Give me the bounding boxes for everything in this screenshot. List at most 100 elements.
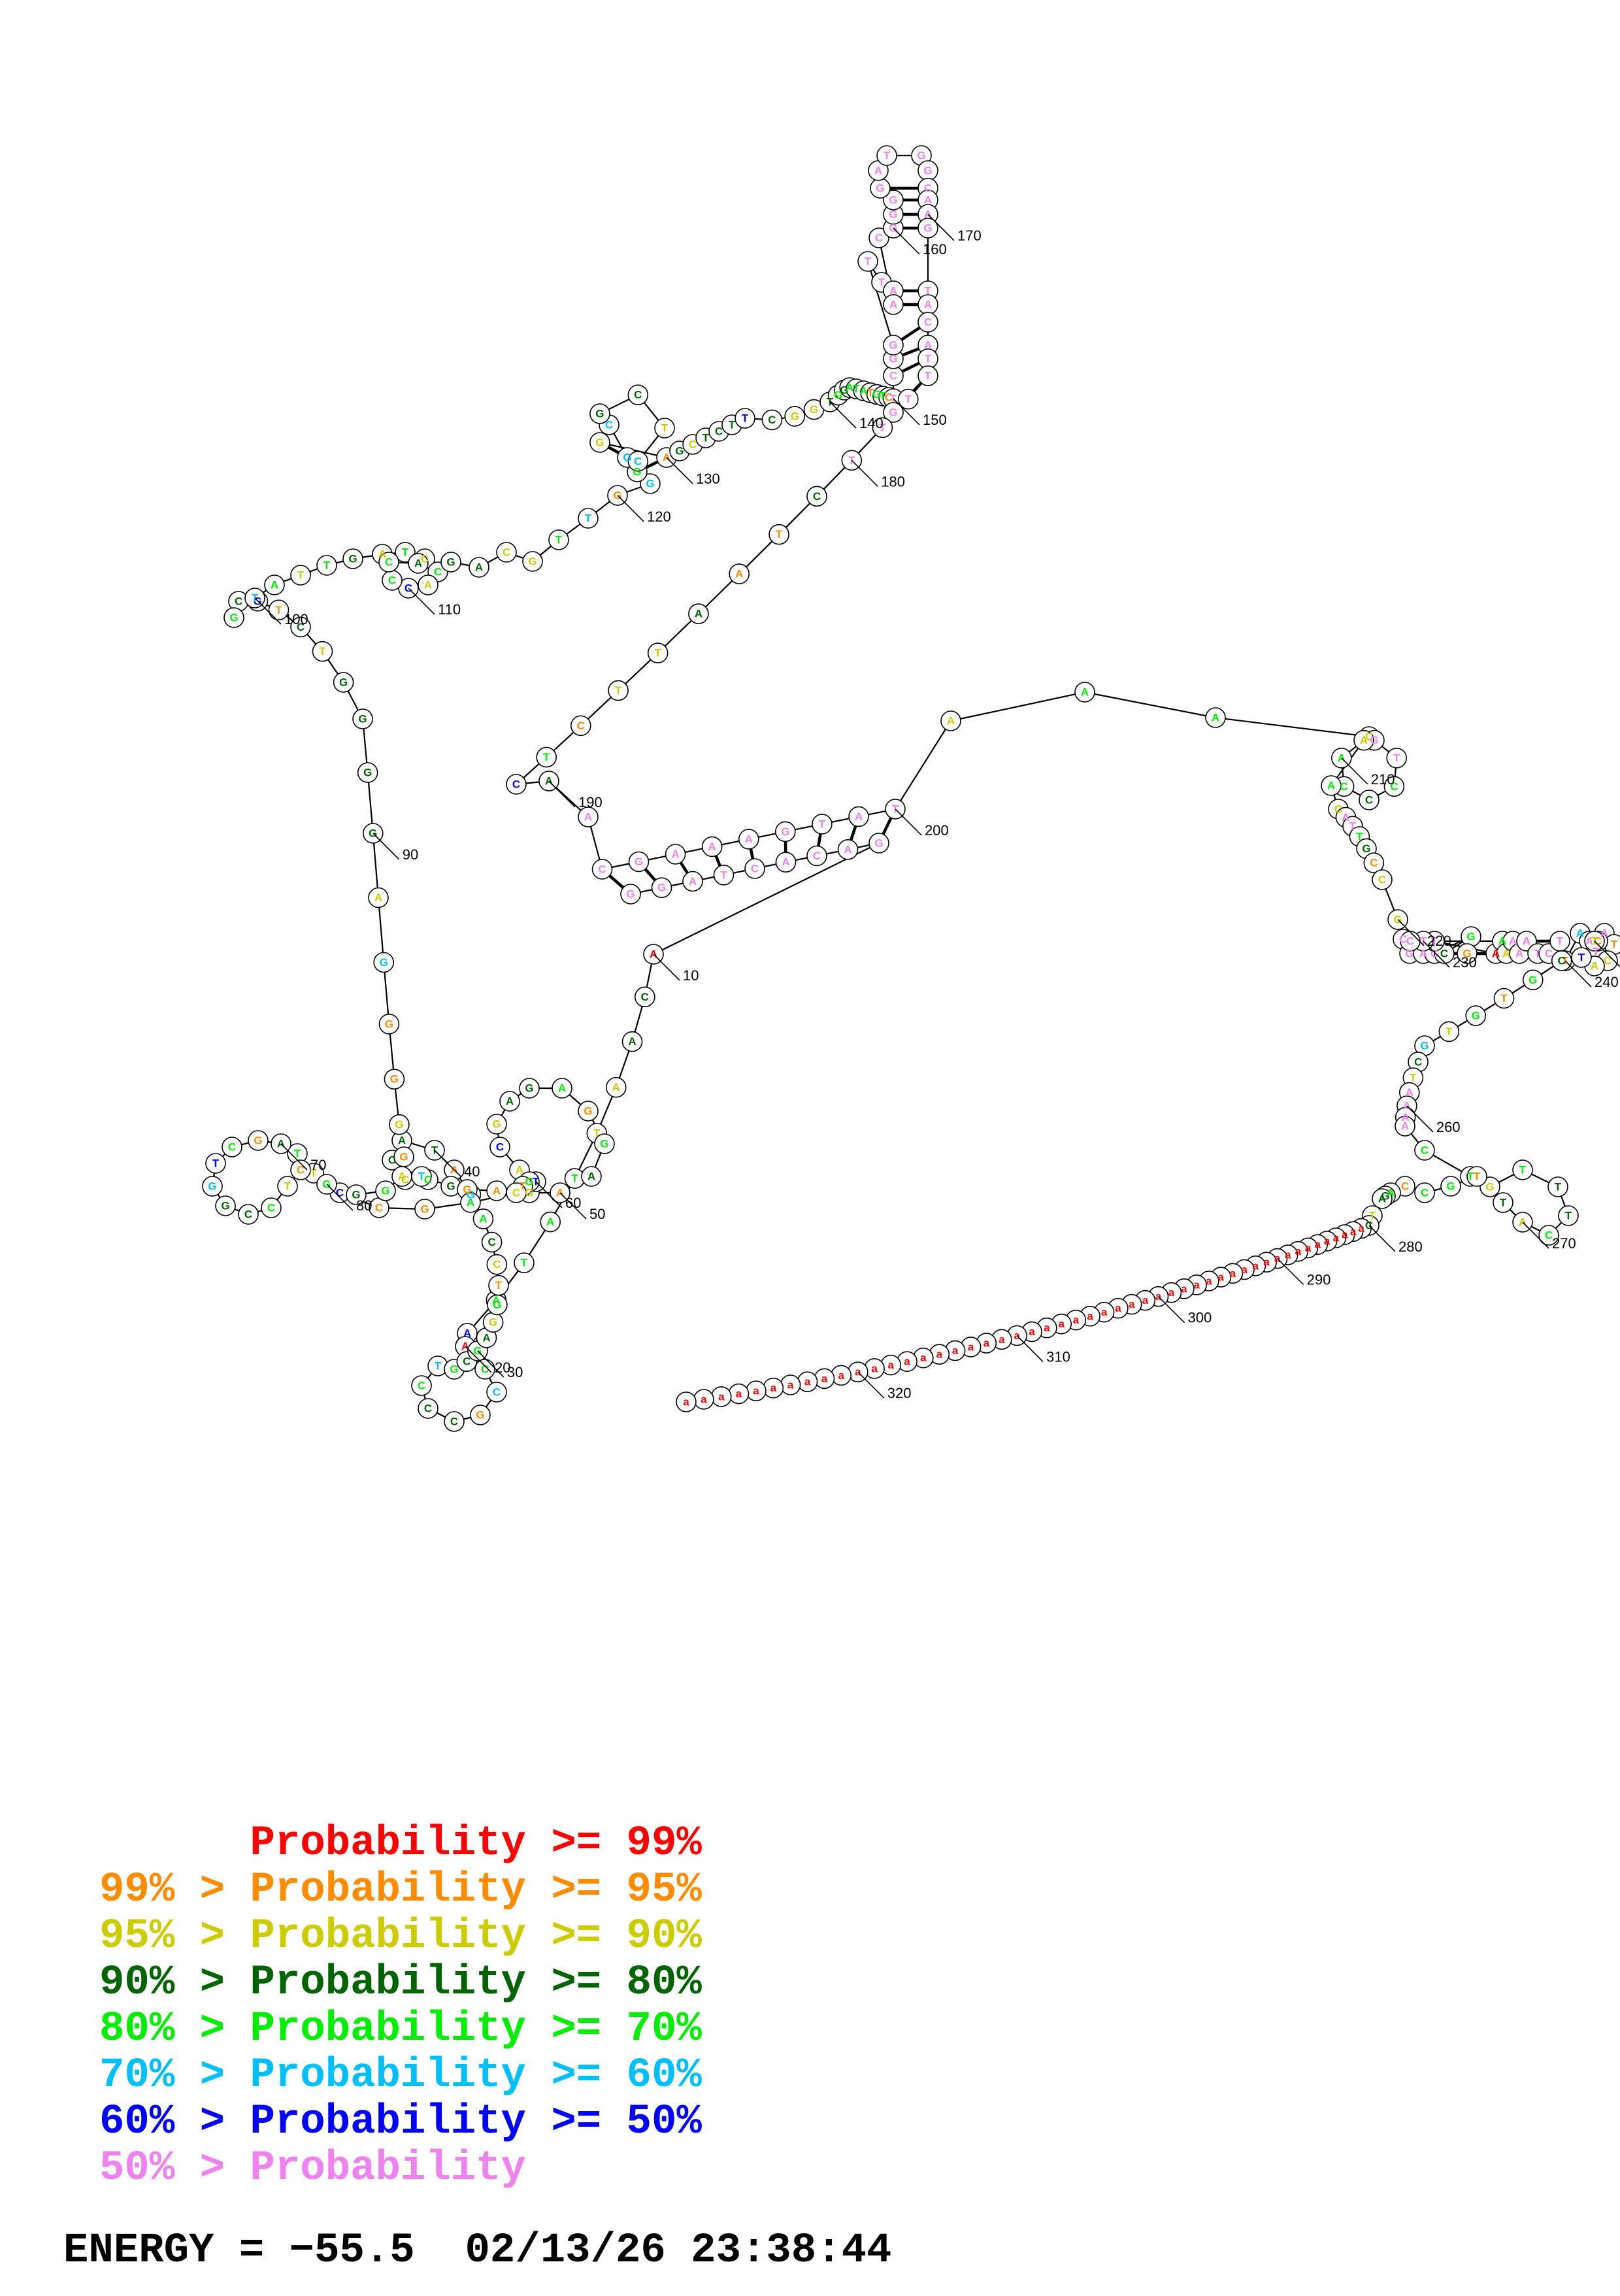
svg-text:T: T xyxy=(925,370,932,382)
svg-text:T: T xyxy=(284,1180,291,1193)
svg-text:G: G xyxy=(525,1082,533,1095)
svg-text:G: G xyxy=(810,403,818,416)
svg-text:A: A xyxy=(506,1095,514,1108)
svg-text:C: C xyxy=(512,1187,520,1199)
svg-text:C: C xyxy=(488,1236,495,1248)
svg-text:G: G xyxy=(380,956,388,969)
svg-text:a: a xyxy=(1263,1256,1270,1269)
svg-text:G: G xyxy=(876,182,884,195)
svg-text:C: C xyxy=(388,1154,396,1167)
svg-text:G: G xyxy=(874,837,883,850)
svg-text:G: G xyxy=(923,222,932,235)
svg-text:A: A xyxy=(874,165,882,177)
svg-text:a: a xyxy=(787,1379,794,1391)
svg-text:a: a xyxy=(1073,1314,1080,1326)
svg-text:T: T xyxy=(1356,831,1363,843)
svg-text:A: A xyxy=(1502,948,1510,960)
svg-text:A: A xyxy=(479,1212,487,1225)
svg-text:G: G xyxy=(493,1299,501,1311)
svg-text:50: 50 xyxy=(589,1206,605,1222)
svg-text:T: T xyxy=(1446,1025,1453,1038)
svg-text:T: T xyxy=(1557,935,1564,948)
svg-text:C: C xyxy=(577,720,585,732)
svg-text:T: T xyxy=(925,353,932,365)
svg-text:G: G xyxy=(420,1203,429,1216)
svg-text:G: G xyxy=(363,767,372,779)
svg-text:C: C xyxy=(496,1141,504,1154)
svg-text:C: C xyxy=(634,389,642,401)
svg-text:60: 60 xyxy=(565,1195,581,1211)
svg-text:C: C xyxy=(1365,794,1373,807)
svg-text:30: 30 xyxy=(507,1364,523,1380)
svg-text:G: G xyxy=(446,1180,455,1193)
svg-text:A: A xyxy=(398,1135,406,1147)
svg-text:C: C xyxy=(634,455,642,467)
svg-text:A: A xyxy=(924,299,932,311)
svg-text:A: A xyxy=(889,285,897,297)
svg-text:C: C xyxy=(375,1202,383,1214)
svg-text:C: C xyxy=(424,1403,432,1415)
svg-text:T: T xyxy=(661,422,669,435)
svg-text:T: T xyxy=(1611,939,1618,951)
svg-text:A: A xyxy=(467,1197,474,1209)
svg-text:70: 70 xyxy=(310,1157,326,1173)
svg-text:T: T xyxy=(905,393,912,405)
svg-text:A: A xyxy=(745,833,753,845)
svg-text:A: A xyxy=(844,843,851,856)
svg-text:a: a xyxy=(1230,1267,1236,1280)
svg-text:260: 260 xyxy=(1436,1119,1461,1135)
svg-text:C: C xyxy=(424,1174,432,1186)
svg-text:G: G xyxy=(791,410,799,422)
svg-text:A: A xyxy=(587,1171,595,1183)
svg-text:G: G xyxy=(626,888,635,901)
svg-text:A: A xyxy=(695,608,703,620)
svg-text:C: C xyxy=(1406,935,1414,948)
svg-text:a: a xyxy=(821,1373,828,1385)
svg-text:a: a xyxy=(1218,1271,1225,1284)
svg-text:G: G xyxy=(646,478,654,490)
svg-text:220: 220 xyxy=(1427,933,1451,949)
svg-text:T: T xyxy=(1578,952,1585,964)
svg-text:G: G xyxy=(923,165,932,177)
svg-text:A: A xyxy=(1081,686,1089,699)
svg-text:240: 240 xyxy=(1595,974,1619,990)
svg-text:a: a xyxy=(683,1396,689,1408)
svg-text:C: C xyxy=(385,556,393,569)
svg-text:T: T xyxy=(729,419,736,431)
svg-text:C: C xyxy=(1401,1180,1409,1193)
svg-text:T: T xyxy=(319,645,326,657)
svg-text:G: G xyxy=(254,1135,262,1147)
svg-text:160: 160 xyxy=(923,241,947,258)
svg-text:C: C xyxy=(418,1380,425,1392)
svg-text:A: A xyxy=(546,1216,554,1228)
svg-text:A: A xyxy=(1576,927,1584,940)
svg-text:C: C xyxy=(228,1141,236,1154)
svg-text:a: a xyxy=(804,1376,811,1388)
svg-text:A: A xyxy=(1419,948,1427,960)
svg-text:C: C xyxy=(1370,857,1378,869)
svg-text:A: A xyxy=(1327,780,1335,792)
svg-text:A: A xyxy=(482,1331,490,1344)
svg-text:T: T xyxy=(555,534,563,546)
svg-text:a: a xyxy=(1241,1263,1248,1276)
svg-text:C: C xyxy=(1340,780,1347,793)
svg-text:G: G xyxy=(623,452,631,464)
svg-text:G: G xyxy=(399,1151,408,1163)
svg-text:G: G xyxy=(450,1363,458,1376)
svg-text:C: C xyxy=(924,316,932,329)
svg-text:G: G xyxy=(492,1118,501,1131)
svg-text:60% > Probability >= 50%: 60% > Probability >= 50% xyxy=(99,2099,702,2146)
svg-text:a: a xyxy=(1058,1318,1065,1330)
svg-text:C: C xyxy=(1558,954,1566,967)
svg-text:A: A xyxy=(1498,935,1506,948)
svg-text:A: A xyxy=(924,194,932,207)
svg-text:G: G xyxy=(463,1184,471,1196)
svg-text:G: G xyxy=(584,1105,592,1118)
svg-text:a: a xyxy=(1314,1239,1321,1251)
svg-text:a: a xyxy=(1206,1275,1212,1288)
svg-text:G: G xyxy=(385,1018,393,1030)
svg-text:T: T xyxy=(703,432,710,444)
svg-text:C: C xyxy=(503,546,510,559)
svg-text:A: A xyxy=(1515,948,1523,960)
svg-text:a: a xyxy=(904,1356,910,1368)
